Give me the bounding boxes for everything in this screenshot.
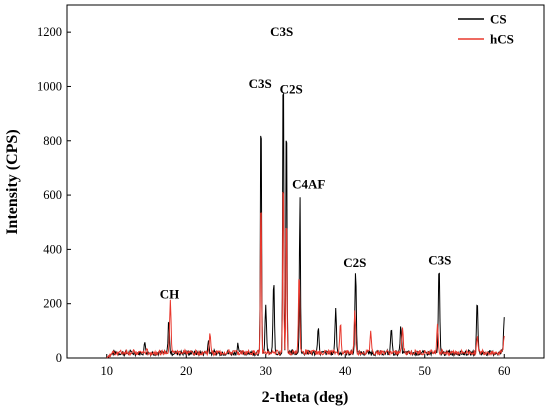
x-tick-label: 30 xyxy=(260,364,273,378)
peak-label: C2S xyxy=(280,81,303,96)
legend: CS hCS xyxy=(458,12,514,47)
x-axis-title: 2-theta (deg) xyxy=(262,389,349,406)
peak-label: C3S xyxy=(428,252,451,267)
x-tick-label: 20 xyxy=(180,364,193,378)
peak-label: C3S xyxy=(270,24,293,39)
y-axis-title: Intensity (CPS) xyxy=(4,129,21,234)
peak-label: CH xyxy=(160,286,180,301)
series-line-cs xyxy=(106,92,505,359)
x-tick-label: 40 xyxy=(339,364,352,378)
legend-label-cs: CS xyxy=(490,12,507,27)
y-tick-label: 400 xyxy=(43,242,62,256)
x-tick-label: 50 xyxy=(419,364,432,378)
peak-label: C4AF xyxy=(292,176,325,191)
peak-annotations: CH C3S C3S C2S C4AF C2S C3S xyxy=(160,24,452,301)
y-tick-label: 1200 xyxy=(37,25,62,39)
plot-frame xyxy=(66,4,545,359)
series-group xyxy=(106,92,505,359)
x-tick-label: 10 xyxy=(101,364,114,378)
peak-label: C2S xyxy=(343,255,366,270)
y-tick-label: 800 xyxy=(43,134,62,148)
y-tick-label: 200 xyxy=(43,297,62,311)
legend-label-hcs: hCS xyxy=(490,32,514,47)
y-tick-label: 0 xyxy=(56,351,62,365)
y-tick-label: 1000 xyxy=(37,79,62,93)
series-line-hcs xyxy=(106,191,505,359)
y-tick-label: 600 xyxy=(43,188,62,202)
x-tick-label: 60 xyxy=(498,364,511,378)
peak-label: C3S xyxy=(249,76,272,91)
